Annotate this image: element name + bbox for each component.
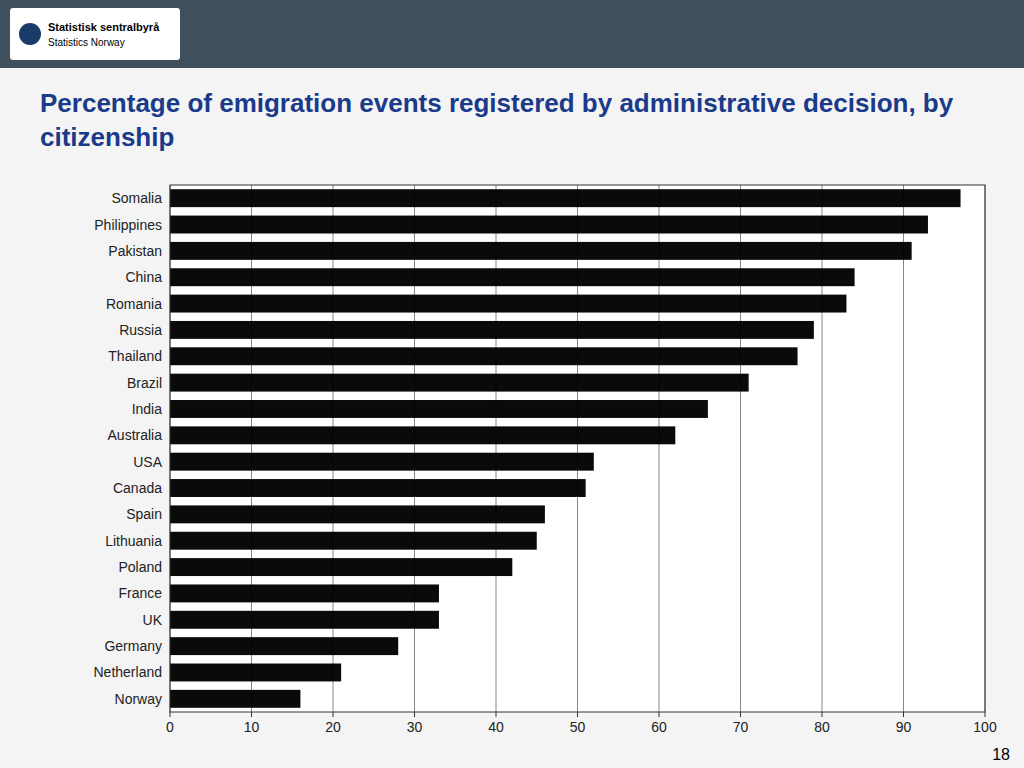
bar [170, 505, 545, 523]
category-label: Netherland [94, 664, 163, 680]
tick-label: 40 [488, 719, 504, 735]
bar [170, 479, 586, 497]
category-label: Lithuania [105, 533, 162, 549]
grid-line [740, 185, 741, 712]
bar [170, 295, 846, 313]
category-label: Pakistan [108, 243, 162, 259]
tick-label: 80 [814, 719, 830, 735]
bar [170, 584, 439, 602]
tick-label: 20 [325, 719, 341, 735]
grid-line [496, 185, 497, 712]
category-label: Norway [115, 691, 162, 707]
tick-label: 30 [407, 719, 423, 735]
category-label: UK [143, 612, 163, 628]
bar [170, 426, 675, 444]
bar [170, 189, 961, 207]
tick-mark [577, 712, 578, 717]
tick-mark [903, 712, 904, 717]
title-line: Percentage of emigration events register… [40, 88, 954, 118]
bar [170, 374, 749, 392]
tick-mark [659, 712, 660, 717]
bar [170, 664, 341, 682]
tick-mark [822, 712, 823, 717]
grid-line [333, 185, 334, 712]
tick-mark [251, 712, 252, 717]
category-label: Poland [118, 559, 162, 575]
category-label: Brazil [127, 375, 162, 391]
plot-frame [170, 185, 985, 712]
bar [170, 690, 300, 708]
grid-line [659, 185, 660, 712]
bar [170, 453, 594, 471]
category-label: Somalia [111, 190, 162, 206]
bar [170, 242, 912, 260]
category-label: Russia [119, 322, 162, 338]
logo-subtext: Statistics Norway [48, 37, 125, 48]
bars [170, 189, 961, 708]
category-label: Philippines [94, 217, 162, 233]
tick-mark [170, 712, 171, 717]
chart-container: Statistisk sentralbyrå Statistics Norway P… [0, 0, 1024, 768]
bar [170, 400, 708, 418]
category-label: China [125, 269, 162, 285]
bar [170, 321, 814, 339]
bar [170, 216, 928, 234]
category-label: Canada [113, 480, 162, 496]
title: Percentage of emigration events register… [40, 88, 954, 152]
category-label: France [118, 585, 162, 601]
logo-box [10, 8, 180, 60]
slide-number: 18 [992, 746, 1010, 763]
tick-label: 70 [733, 719, 749, 735]
tick-label: 60 [651, 719, 667, 735]
tick-mark [740, 712, 741, 717]
category-label: Germany [104, 638, 162, 654]
category-label: India [132, 401, 163, 417]
title-line: citizenship [40, 122, 174, 152]
bar [170, 611, 439, 629]
tick-mark [985, 712, 986, 717]
tick-mark [414, 712, 415, 717]
bar [170, 532, 537, 550]
tick-label: 50 [570, 719, 586, 735]
grid-line [251, 185, 252, 712]
logo-circle [19, 23, 41, 45]
tick-mark [333, 712, 334, 717]
grid-line [903, 185, 904, 712]
tick-label: 100 [973, 719, 997, 735]
background [0, 0, 1024, 768]
bar [170, 637, 398, 655]
tick-label: 10 [244, 719, 260, 735]
logo-text: Statistisk sentralbyrå [48, 21, 160, 33]
category-label: Spain [126, 506, 162, 522]
bar [170, 268, 855, 286]
category-label: USA [133, 454, 162, 470]
header-band [0, 0, 1024, 68]
bar [170, 558, 512, 576]
tick-label: 0 [166, 719, 174, 735]
tick-mark [496, 712, 497, 717]
grid-line [414, 185, 415, 712]
category-label: Australia [108, 427, 163, 443]
grid-line [822, 185, 823, 712]
category-label: Romania [106, 296, 162, 312]
chart-svg: Statistisk sentralbyrå Statistics Norway P… [0, 0, 1024, 768]
plot-background [170, 185, 985, 712]
category-label: Thailand [108, 348, 162, 364]
grid-line [577, 185, 578, 712]
tick-label: 90 [896, 719, 912, 735]
bar [170, 347, 798, 365]
